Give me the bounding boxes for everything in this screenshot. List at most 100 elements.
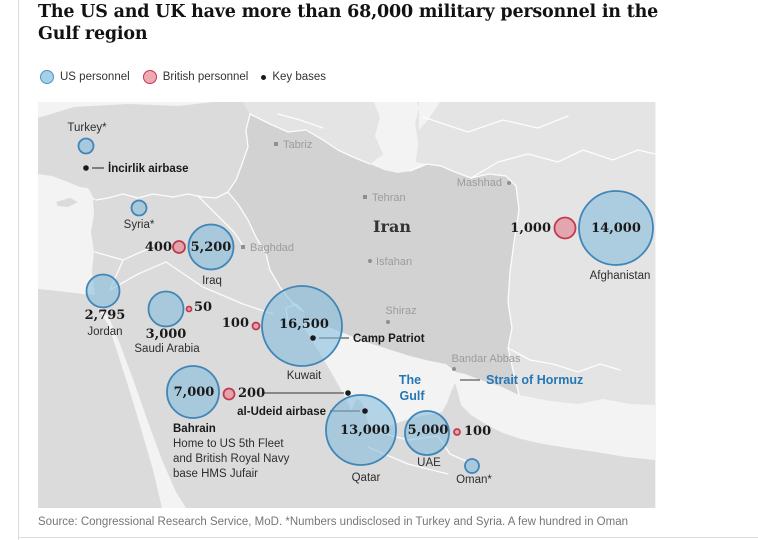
gulf-region-map: Tabriz Tehran Baghdad Isfahan Shiraz Mas… [38,102,656,508]
border-afghanistan-pakistan [507,347,621,373]
border-central-asia [422,115,569,133]
us-personnel-swatch-icon [40,70,54,84]
incirlik-airbase-label: İncirlik airbase [108,162,189,175]
title-line-2: Gulf region [38,24,148,44]
title-line-1: The US and UK have more than 68,000 mili… [38,2,659,22]
us-bubble-saudi [147,290,185,328]
bandar-abbas-marker [452,367,456,371]
border-syria-iraq [197,195,245,248]
legend-item-us: US personnel [40,70,130,84]
us-value-afghanistan: 14,000 [591,221,641,236]
legend: US personnel British personnel Key bases [40,70,339,84]
turkey-label: Turkey* [67,122,107,134]
us-value-qatar: 13,000 [340,423,390,438]
us-bubble-turkey [77,137,95,155]
al-udeid-base-dot [362,408,368,414]
page-title: The US and UK have more than 68,000 mili… [38,1,658,45]
border-iran-turkey [227,113,251,193]
key-bases-dot-icon [261,74,267,80]
border-turkey-syria [95,191,229,201]
tabriz-marker [274,142,278,146]
landmass-iran [228,114,519,395]
strait-of-hormuz-label: Strait of Hormuz [486,373,583,387]
us-bubble-kuwait [261,285,343,367]
legend-label-bases: Key bases [272,71,327,83]
shiraz-marker [386,320,390,324]
uk-value-oman: 100 [464,424,491,439]
landmass-turkey [38,102,250,200]
camp-patriot-base-dot [310,335,316,341]
tehran-marker [363,195,367,199]
us-bubble-qatar [325,394,397,466]
iraq-label: Iraq [202,275,222,287]
isfahan-label: Isfahan [376,256,412,268]
afghanistan-label: Afghanistan [590,270,651,282]
tabriz-label: Tabriz [283,139,312,151]
qatar-label: Qatar [352,472,381,484]
shiraz-label: Shiraz [385,305,416,317]
uk-bubble-iraq [172,240,186,254]
source-note: Source: Congressional Research Service, … [38,516,628,528]
island-cyprus [56,198,78,207]
caspian-sea [374,102,419,172]
mashhad-marker [507,181,511,185]
legend-label-us: US personnel [60,71,130,83]
uk-bubble-kuwait [251,321,261,331]
uk-value-saudi: 50 [194,300,212,315]
bandar-abbas-label: Bandar Abbas [451,353,521,365]
oman-label: Oman* [456,474,492,486]
red-sea [98,307,186,508]
tehran-label: Tehran [372,192,406,204]
us-bubble-oman [464,458,480,474]
bottom-rule [18,537,758,538]
saudi-arabia-label: Saudi Arabia [134,343,200,355]
baghdad-marker [241,245,245,249]
border-iran-afghanistan [507,185,520,396]
uk-value-bahrain: 200 [238,386,265,401]
uk-value-iraq: 400 [145,240,172,255]
us-value-uae: 5,000 [408,423,449,438]
us-bubble-bahrain [166,365,220,419]
uk-bubble-oman [453,428,461,436]
british-personnel-swatch-icon [142,70,157,84]
us-value-jordan: 2,795 [85,308,126,323]
isfahan-marker [368,259,372,263]
left-column-rule [18,0,19,540]
border-caucasus [277,113,324,129]
incirlik-base-dot [83,165,89,171]
bahrain-note-3: base HMS Jufair [173,468,258,480]
mashhad-label: Mashhad [457,177,502,189]
bahrain-label: Bahrain [173,423,216,435]
baghdad-label: Baghdad [250,242,294,254]
landmass-arabia [38,192,655,508]
bahrain-note-1: Home to US 5th Fleet [173,438,284,450]
us-value-saudi: 3,000 [146,327,187,342]
legend-item-uk: British personnel [142,70,249,84]
us-bubble-syria [130,199,148,217]
uk-bubble-bahrain [222,387,236,401]
camp-patriot-label: Camp Patriot [353,333,425,345]
uk-bubble-saudi [185,305,193,313]
us-value-bahrain: 7,000 [174,385,215,400]
us-value-kuwait: 16,500 [279,317,329,332]
bahrain-note-2: and British Royal Navy [173,453,290,465]
syria-label: Syria* [124,219,155,231]
uk-value-kuwait: 100 [222,316,249,331]
us-bubble-uae [404,410,450,456]
caspian-bay [419,102,440,130]
gulf-label-line1: The [399,373,421,387]
uk-value-afghanistan: 1,000 [510,221,551,236]
legend-label-uk: British personnel [162,71,249,83]
border-afghanistan-north [470,149,656,179]
landmass-afghanistan-east [415,102,655,405]
al-udeid-airbase-label: al-Udeid airbase [237,406,326,418]
uk-bubble-afghanistan [553,216,577,240]
border-iran-azerbaijan [249,113,371,165]
legend-item-bases: Key bases [261,71,326,83]
iran-label: Iran [373,217,411,236]
us-value-iraq: 5,200 [191,240,232,255]
us-bubble-afghanistan [578,190,654,266]
border-iran-turkmenistan [409,163,517,187]
border-iraq-saudi [165,261,274,315]
